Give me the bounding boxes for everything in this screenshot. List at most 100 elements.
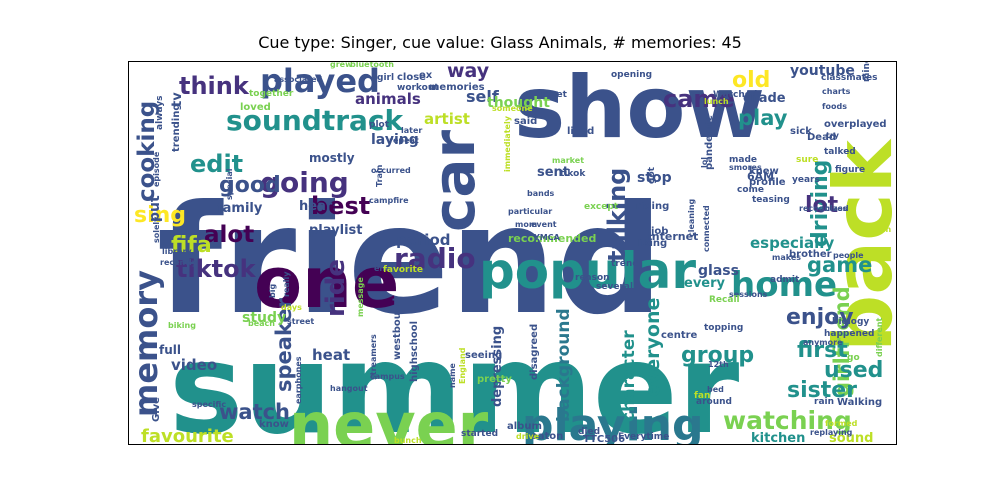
word-animals: animals <box>355 90 421 108</box>
word-game: game <box>807 253 872 277</box>
word-really: really <box>282 271 291 297</box>
word-biking: biking <box>168 321 196 330</box>
word-tikok: tikok <box>560 169 586 179</box>
word-trend: trend <box>611 259 639 269</box>
word-eaton: eaton <box>531 431 563 442</box>
word-ride: ride <box>321 259 351 317</box>
word-alot: alot <box>204 222 254 248</box>
word-first: first <box>797 338 848 363</box>
word-sure: sure <box>796 155 818 165</box>
word-lunch: lunch <box>704 97 729 106</box>
word-memories: memories <box>429 82 485 93</box>
word-minecraft: minecraft <box>862 62 872 82</box>
word-radio: radio <box>394 242 476 275</box>
word-girlfriend: girlfriend <box>830 286 854 397</box>
word-solely: solely <box>152 216 161 243</box>
word-end: end <box>374 264 391 273</box>
word-knew: knew <box>749 166 779 177</box>
word-event: event <box>531 220 557 229</box>
word-artist: artist <box>424 110 470 128</box>
word-tiktok: tiktok <box>176 255 257 283</box>
word-smores: smores <box>729 163 762 172</box>
word-used: used <box>824 358 883 383</box>
word-laying: laying <box>371 132 419 148</box>
word-train: Train <box>375 164 384 187</box>
word-grew: grew <box>330 62 353 69</box>
word-started: started <box>461 429 498 439</box>
word-connected: connected <box>702 205 711 252</box>
word-best: best <box>311 192 370 220</box>
word-biology: biology <box>832 317 869 327</box>
word-hear: hear <box>299 199 333 214</box>
word-later: later <box>401 126 422 135</box>
word-replaying: replaying <box>810 428 853 437</box>
word-talking: talking <box>603 168 631 262</box>
word-album: album <box>507 421 542 432</box>
word-speaker: speaker <box>272 297 296 392</box>
word-rain: rain <box>814 397 834 407</box>
word-friend: friend <box>157 174 664 348</box>
word-period: period <box>396 231 451 249</box>
word-way: way <box>447 62 490 82</box>
word-edit: edit <box>190 150 243 178</box>
word-full: full <box>159 343 181 357</box>
word-video: video <box>171 356 217 374</box>
word-liking: liking <box>636 238 667 249</box>
word-came: came <box>663 85 735 113</box>
word-overplayed: overplayed <box>824 119 887 130</box>
word-several: several <box>596 282 633 292</box>
word-recently: recently <box>160 258 198 267</box>
word-said: said <box>514 116 537 127</box>
word-come: come <box>737 185 764 195</box>
word-pandemic: pandemic <box>704 115 715 170</box>
word-plot: plot <box>369 120 390 130</box>
word-played: played <box>260 62 380 100</box>
word-market: market <box>552 156 584 165</box>
word-big: big <box>268 284 277 298</box>
word-playing: playing <box>522 400 704 445</box>
word-try: try <box>826 131 840 140</box>
word-days: days <box>281 303 302 312</box>
word-immediately: immediately <box>503 115 512 172</box>
word-watch: watch <box>219 400 290 424</box>
word-bands: bands <box>527 189 555 198</box>
word-glass: glass <box>698 263 739 279</box>
word-earphones: earphones <box>294 356 303 404</box>
word-group: group <box>681 343 754 368</box>
word-girl: girl <box>377 73 394 83</box>
word-specific: specific <box>192 400 226 409</box>
word-summer: summer <box>169 317 740 445</box>
word-walking: Walking <box>837 397 882 408</box>
word-library: library <box>162 247 193 256</box>
word-popular: popular <box>479 242 696 300</box>
word-cleaning: cleaning <box>687 199 696 237</box>
word-meet: meet <box>541 90 568 100</box>
word-favorite: favorite <box>383 265 423 275</box>
word-anymore: anymore <box>803 338 843 347</box>
word-loved: loved <box>240 102 271 113</box>
word-recall: Recall <box>709 295 740 305</box>
word-play: play <box>738 106 788 130</box>
word-put: put <box>147 195 163 222</box>
word-particular: particular <box>508 207 552 216</box>
page-title: Cue type: Singer, cue value: Glass Anima… <box>258 33 742 52</box>
word-show: show <box>514 62 765 158</box>
word-message: message <box>356 277 365 317</box>
word-riding: riding <box>636 201 669 212</box>
word-foods: foods <box>822 102 847 111</box>
word-study: study <box>242 310 286 326</box>
word-pretty: pretty <box>477 374 512 385</box>
word-always: always <box>155 96 165 131</box>
word-happened: happened <box>824 329 874 339</box>
word-main: main <box>869 225 891 234</box>
word-ttc506: TTC506 <box>583 434 625 445</box>
word-episode: episode <box>152 151 161 187</box>
word-enjoy: enjoy <box>786 305 854 330</box>
word-mostly: mostly <box>309 151 355 165</box>
word-disagreed: disagreed <box>529 324 540 380</box>
word-dead: Dead <box>807 132 836 143</box>
word-hangout: hangout <box>330 384 368 393</box>
word-charts: charts <box>822 87 851 96</box>
word-memory: memory <box>129 270 165 417</box>
word-recognized: recognized <box>799 204 849 213</box>
